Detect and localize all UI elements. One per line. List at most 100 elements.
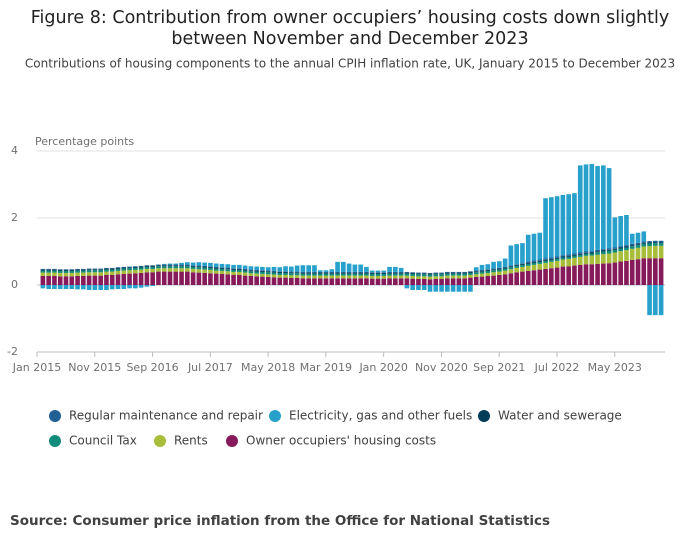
bar-segment [577, 256, 583, 265]
bar-segment [213, 270, 219, 274]
bar-segment [133, 273, 138, 285]
bar-segment [254, 269, 259, 271]
bar-segment [46, 275, 51, 285]
bar-segment [98, 270, 103, 273]
bar-segment [647, 258, 652, 285]
bar-segment [485, 270, 491, 273]
bar-segment [317, 275, 323, 279]
bar-segment [554, 267, 560, 285]
bar-segment [543, 258, 548, 260]
bar-segment [531, 260, 537, 262]
bar-segment [595, 251, 600, 253]
bar-segment [173, 265, 179, 267]
bar-segment [150, 265, 155, 266]
bar-segment [601, 263, 606, 285]
bar-segment [525, 261, 531, 263]
bar-segment [653, 242, 658, 244]
bar-segment [63, 285, 69, 290]
bar-segment [393, 275, 398, 279]
bar-segment [323, 278, 329, 285]
bar-segment [335, 261, 340, 272]
bar-segment [196, 269, 202, 273]
bar-segment [589, 251, 595, 253]
bar-segment [473, 272, 479, 275]
bar-segment [196, 272, 202, 285]
bar-segment [208, 267, 213, 270]
bar-segment [658, 285, 664, 316]
bar-segment [485, 269, 491, 270]
bar-segment [410, 272, 415, 273]
bar-segment [450, 278, 456, 285]
bar-segment [265, 274, 271, 277]
bar-segment [242, 272, 248, 276]
bar-segment [485, 264, 491, 270]
bar-segment [583, 164, 589, 252]
bar-segment [479, 269, 485, 271]
legend-label: Council Tax [69, 434, 137, 448]
bar-segment [445, 278, 450, 285]
bar-segment [98, 285, 103, 291]
bar-segment [468, 272, 473, 275]
bar-segment [312, 265, 317, 272]
bar-segment [69, 270, 75, 273]
bar-segment [624, 260, 629, 285]
bar-segment [635, 242, 641, 245]
bar-segment [294, 277, 300, 285]
bar-segment [410, 275, 415, 279]
bar-segment [421, 285, 427, 291]
bar-segment [624, 245, 629, 247]
bar-segment [335, 278, 340, 285]
bar-segment [658, 242, 664, 244]
bar-segment [196, 262, 202, 266]
bar-segment [416, 273, 421, 275]
bar-segment [213, 268, 219, 271]
bar-segment [381, 273, 387, 276]
y-tick-label: 4 [11, 144, 18, 157]
bar-segment [497, 269, 502, 272]
bar-segment [185, 265, 190, 267]
bar-segment [237, 274, 242, 285]
bar-segment [525, 262, 531, 264]
bar-segment [254, 266, 259, 270]
bar-segment [225, 274, 231, 285]
bar-segment [213, 263, 219, 267]
bar-segment [242, 268, 248, 270]
bar-segment [375, 275, 381, 279]
bar-segment [364, 278, 369, 285]
bar-segment [52, 272, 57, 276]
bar-segment [369, 275, 375, 279]
bar-segment [543, 268, 548, 285]
bar-segment [138, 269, 144, 273]
bar-segment [531, 270, 537, 285]
bar-segment [416, 278, 421, 285]
bar-segment [537, 232, 543, 260]
bar-segment [375, 272, 381, 273]
bar-segment [69, 276, 75, 285]
bar-segment [242, 270, 248, 273]
bar-segment [115, 267, 121, 268]
bar-segment [508, 266, 514, 268]
bar-segment [601, 165, 606, 250]
bar-segment [514, 265, 519, 268]
bar-segment [577, 253, 583, 255]
bar-segment [583, 251, 589, 253]
bar-segment [231, 268, 236, 269]
bar-segment [473, 276, 479, 285]
bar-segment [271, 277, 277, 285]
bar-segment [549, 258, 554, 260]
bar-segment [450, 272, 456, 274]
bar-segment [560, 256, 566, 258]
bar-segment [341, 275, 346, 279]
bar-segment [133, 269, 138, 274]
bar-segment [40, 269, 46, 271]
bar-segment [450, 275, 456, 279]
bar-segment [260, 270, 265, 272]
bar-segment [479, 273, 485, 277]
bar-segment [364, 275, 369, 279]
bar-segment [341, 261, 346, 272]
bar-segment [213, 273, 219, 285]
bar-segment [109, 271, 115, 275]
x-tick-label: May 2018 [241, 361, 295, 374]
bar-segment [283, 272, 288, 275]
bar-segment [289, 275, 294, 278]
